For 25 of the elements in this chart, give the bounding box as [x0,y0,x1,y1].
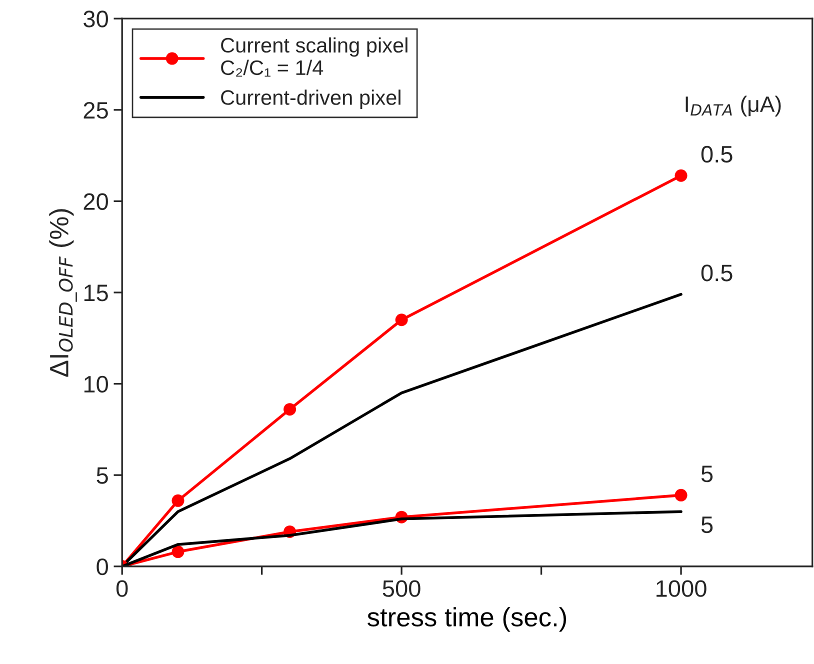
y-axis-title: ΔI$_{OLED_OFF}$ (%) [49,209,77,377]
point [674,169,688,182]
point [172,546,184,558]
annotation: 5 [701,466,713,482]
y-tick-label: 25 [84,102,108,119]
y-tick-label: 0 [96,558,108,576]
annotation: 0.5 [701,146,732,163]
annotation: I$_{DATA}$ (μA) [686,96,781,116]
point [395,314,408,326]
x-tick-label: 500 [382,580,420,597]
annotation: 5 [701,516,713,534]
point [674,488,688,502]
x-axis-title: stress time (sec.) [368,607,566,632]
point [172,494,184,507]
y-tick-label: 15 [84,284,108,302]
y-tick-label: 30 [84,10,108,28]
x-tick-label: 0 [116,580,128,597]
legend-label: Current-driven pixel [221,90,400,110]
y-tick-label: 10 [84,376,108,393]
legend-label: Current scaling pixel C₂/C₁ = 1/4 [221,37,408,77]
y-tick-label: 5 [96,467,108,484]
annotation: 0.5 [701,264,732,282]
x-tick-label: 1000 [656,580,706,597]
y-tick-label: 20 [84,193,108,210]
point [284,403,296,416]
